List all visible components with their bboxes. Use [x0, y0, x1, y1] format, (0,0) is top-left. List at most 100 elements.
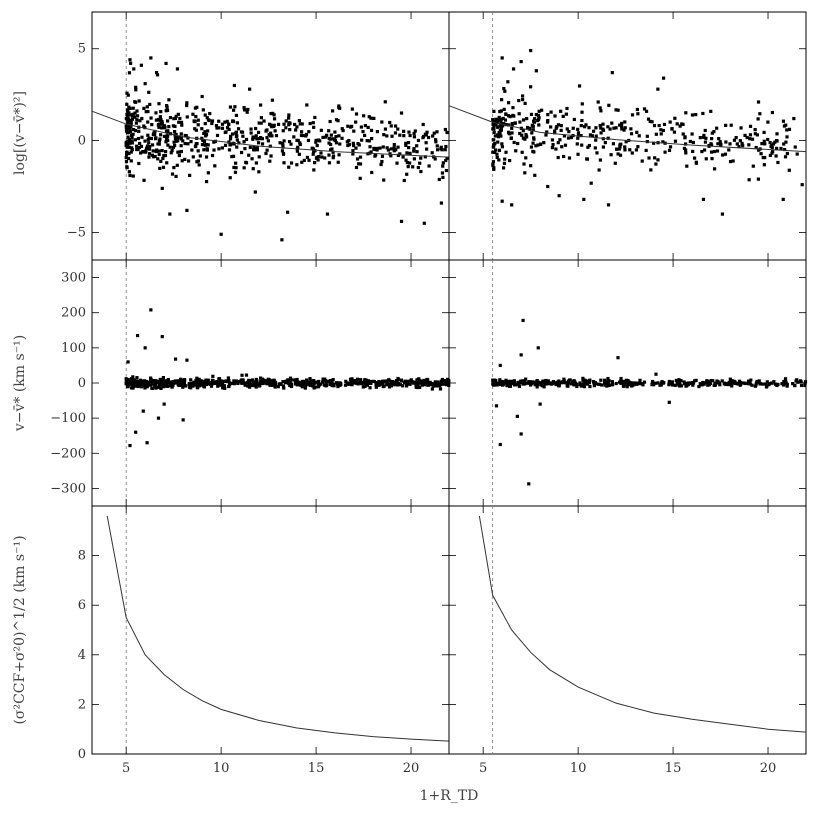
- data-point: [247, 153, 251, 157]
- data-point: [502, 122, 506, 126]
- data-point: [141, 381, 146, 386]
- data-point: [356, 382, 360, 386]
- data-point: [385, 383, 389, 387]
- data-point: [161, 380, 165, 384]
- data-point: [712, 167, 717, 171]
- data-point: [324, 383, 328, 388]
- data-point: [270, 98, 274, 102]
- data-point: [196, 118, 200, 122]
- data-point: [610, 71, 614, 75]
- data-point: [136, 147, 140, 152]
- data-point: [521, 98, 525, 102]
- data-point: [137, 161, 141, 166]
- data-point: [346, 143, 350, 148]
- data-point: [171, 145, 175, 149]
- data-point: [496, 134, 501, 138]
- x-tick-label: 20: [403, 761, 420, 776]
- data-point: [127, 130, 131, 135]
- data-point: [300, 379, 305, 384]
- data-point: [165, 119, 170, 123]
- data-point: [600, 383, 604, 387]
- data-point: [213, 164, 217, 168]
- data-point: [367, 139, 371, 143]
- data-point: [551, 142, 555, 147]
- data-point: [129, 122, 133, 127]
- data-point: [497, 148, 502, 152]
- data-point: [404, 384, 409, 388]
- data-point: [328, 142, 333, 147]
- data-point: [701, 197, 706, 201]
- data-point: [265, 380, 270, 384]
- data-point: [555, 124, 559, 129]
- data-point: [166, 143, 170, 147]
- data-point: [400, 379, 404, 383]
- data-point: [337, 134, 341, 138]
- data-point: [553, 129, 557, 133]
- data-point: [712, 383, 716, 387]
- data-point: [385, 379, 389, 383]
- data-point: [421, 136, 425, 140]
- data-point: [606, 136, 610, 140]
- data-point: [652, 123, 657, 128]
- data-point: [244, 161, 249, 165]
- y-axis-labels: log[(v−v̄*)²] v−v̄* (km s⁻¹) (σ²CCF+σ²0)…: [12, 91, 28, 724]
- data-point: [746, 382, 750, 386]
- data-point: [177, 120, 181, 124]
- data-point: [418, 161, 422, 165]
- data-point: [348, 382, 352, 386]
- data-point: [532, 150, 536, 154]
- data-point: [142, 106, 146, 110]
- data-point: [745, 135, 749, 140]
- data-point: [155, 73, 160, 77]
- data-point: [156, 380, 160, 384]
- data-point: [623, 126, 627, 130]
- data-point: [445, 130, 449, 135]
- data-point: [594, 138, 598, 142]
- panel-frame: [448, 505, 807, 755]
- data-point: [210, 121, 214, 126]
- data-point: [310, 146, 314, 150]
- data-point: [623, 145, 627, 149]
- data-point: [756, 100, 761, 104]
- data-point: [312, 150, 316, 154]
- x-tick-label: 5: [479, 761, 487, 776]
- data-point: [127, 71, 132, 75]
- data-point: [327, 153, 331, 157]
- data-point: [143, 126, 147, 130]
- data-point: [215, 133, 220, 138]
- data-point: [756, 117, 760, 121]
- data-point: [401, 384, 405, 388]
- data-point: [256, 141, 261, 145]
- data-point: [508, 158, 512, 163]
- data-point: [442, 379, 447, 383]
- data-point: [227, 148, 232, 152]
- data-point: [735, 381, 739, 385]
- data-point: [331, 154, 336, 158]
- data-point: [770, 381, 774, 385]
- data-point: [743, 133, 747, 138]
- data-point: [343, 383, 348, 387]
- data-point: [550, 138, 555, 142]
- data-point: [549, 382, 554, 386]
- data-point: [586, 145, 590, 149]
- error-curve: [106, 515, 450, 742]
- x-tick-label: 15: [665, 761, 682, 776]
- data-point: [673, 139, 678, 143]
- data-point: [144, 148, 148, 153]
- data-point: [351, 141, 355, 145]
- data-point: [682, 380, 686, 384]
- data-point: [528, 127, 532, 131]
- data-point: [200, 381, 204, 386]
- data-point: [316, 158, 320, 162]
- data-point: [133, 380, 137, 384]
- data-point: [511, 67, 516, 71]
- data-point: [393, 131, 398, 135]
- data-point: [522, 380, 527, 384]
- data-point: [287, 121, 291, 125]
- data-point: [739, 126, 743, 130]
- data-point: [139, 144, 144, 148]
- data-point: [125, 91, 129, 95]
- data-point: [684, 148, 688, 152]
- data-point: [423, 380, 427, 384]
- data-point: [630, 113, 635, 117]
